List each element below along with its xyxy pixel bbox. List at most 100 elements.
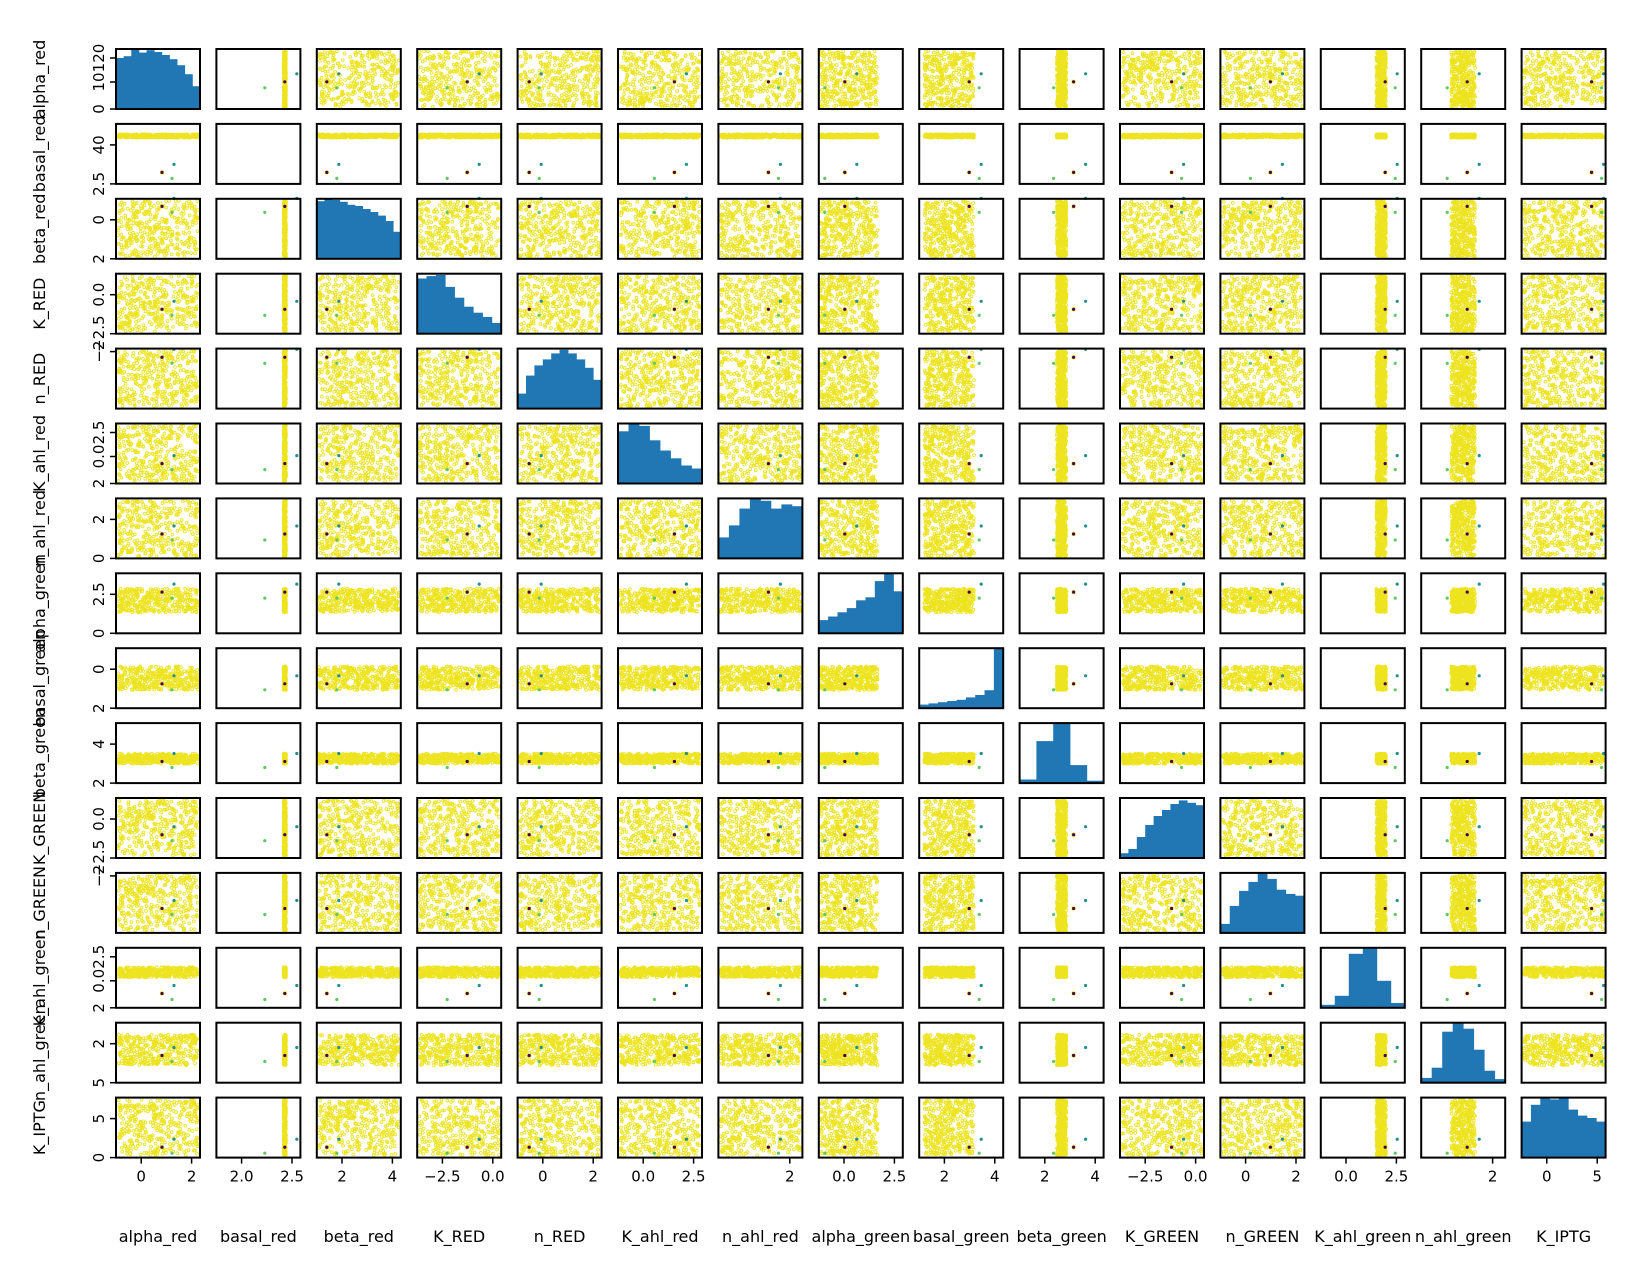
- highlight-point: [978, 362, 981, 365]
- highlight-point: [777, 468, 780, 471]
- highlight-point: [160, 171, 164, 175]
- highlight-point: [1394, 766, 1397, 769]
- scatter-points: [317, 499, 400, 558]
- highlight-point: [263, 538, 266, 541]
- highlight-point: [1072, 992, 1076, 996]
- highlight-point: [170, 362, 173, 365]
- highlight-point: [283, 992, 287, 996]
- highlight-point: [540, 454, 543, 457]
- panel-frame: [1321, 49, 1405, 109]
- highlight-point: [465, 205, 469, 209]
- highlight-point: [1052, 688, 1055, 691]
- panel-n_GREEN-vs-alpha_red: [116, 873, 200, 933]
- scatter-points: [619, 966, 702, 979]
- x-axis-label-K_GREEN: K_GREEN: [1125, 1227, 1199, 1247]
- panel-frame: [216, 948, 300, 1008]
- histogram-bar: [1531, 1105, 1541, 1158]
- highlight-point: [1396, 454, 1399, 457]
- panel-basal_green-vs-n_ahl_red: [718, 648, 802, 708]
- scatter-points: [1121, 966, 1204, 979]
- x-tick-label: 5: [1592, 1168, 1602, 1186]
- highlight-point: [1084, 674, 1087, 677]
- highlight-point: [263, 211, 266, 214]
- highlight-point: [1446, 998, 1449, 1001]
- scatter-points: [719, 966, 802, 979]
- y-tick-label: 2.5: [90, 582, 108, 606]
- scatter-points: [923, 424, 975, 483]
- scatter-points: [923, 50, 975, 109]
- panel-alpha_red-vs-alpha_red: [116, 49, 200, 109]
- panel-K_ahl_red-vs-K_ahl_red: [618, 424, 702, 484]
- scatter-points: [318, 50, 401, 109]
- highlight-point: [160, 1054, 164, 1058]
- x-axis-label-basal_green: basal_green: [913, 1227, 1010, 1247]
- panel-K_ahl_green-vs-K_RED: [417, 948, 501, 1008]
- panel-K_RED-vs-basal_green: [919, 274, 1003, 334]
- scatter-points: [1375, 1033, 1387, 1067]
- y-tick-label: 2: [90, 703, 108, 713]
- x-tick-label: −2.5: [1127, 1168, 1163, 1186]
- panel-n_RED-vs-K_ahl_red: [618, 348, 702, 409]
- highlight-point: [1478, 752, 1481, 755]
- histogram-bar: [847, 608, 857, 633]
- highlight-point: [673, 205, 677, 209]
- scatter-points: [1055, 133, 1067, 139]
- scatter-points: [317, 1099, 400, 1157]
- panel-n_ahl_green-vs-basal_green: [919, 1023, 1003, 1083]
- highlight-point: [1170, 307, 1174, 311]
- highlight-point: [1600, 839, 1603, 842]
- scatter-points: [619, 1033, 702, 1066]
- scatter-points: [117, 874, 200, 932]
- highlight-point: [527, 307, 531, 311]
- panel-frame: [1321, 498, 1405, 558]
- highlight-point: [1600, 177, 1603, 180]
- histogram-bar: [1239, 891, 1249, 933]
- panel-beta_red-vs-alpha_red: [116, 197, 200, 259]
- highlight-point: [283, 1145, 287, 1149]
- panel-beta_red-vs-n_RED: [518, 197, 602, 259]
- histogram-bar: [771, 509, 782, 559]
- highlight-point: [1180, 468, 1183, 471]
- highlight-point: [540, 163, 543, 166]
- x-tick-label: 0: [1241, 1168, 1251, 1186]
- highlight-point: [335, 538, 338, 541]
- histogram-bar: [1276, 890, 1286, 933]
- panel-K_GREEN-vs-beta_green: [1020, 798, 1104, 858]
- panel-K_RED-vs-K_ahl_red: [618, 274, 702, 334]
- highlight-point: [1394, 468, 1397, 471]
- histogram-bar: [1267, 879, 1277, 933]
- highlight-point: [538, 1152, 541, 1155]
- histogram-bar: [947, 701, 957, 708]
- highlight-point: [673, 307, 677, 311]
- highlight-point: [325, 532, 329, 536]
- scatter-points: [819, 799, 878, 858]
- panel-K_ahl_red-vs-beta_green: [1020, 424, 1104, 484]
- highlight-point: [1249, 597, 1252, 600]
- histogram-bar: [650, 440, 661, 483]
- panel-basal_green-vs-K_ahl_red: [618, 648, 702, 708]
- highlight-point: [1269, 80, 1273, 84]
- panel-K_IPTG-vs-K_RED: [417, 1098, 501, 1158]
- scatter-points: [923, 499, 975, 558]
- highlight-point: [1052, 314, 1055, 317]
- highlight-point: [855, 984, 858, 987]
- highlight-point: [325, 1054, 329, 1058]
- highlight-point: [1590, 171, 1594, 175]
- highlight-point: [160, 590, 164, 594]
- panel-alpha_red-vs-alpha_green: [819, 49, 903, 109]
- highlight-point: [283, 355, 287, 359]
- highlight-point: [1269, 355, 1273, 359]
- scatter-points: [1522, 274, 1605, 333]
- y-axis-label-K_IPTG: K_IPTG: [30, 1100, 50, 1155]
- highlight-point: [1281, 524, 1284, 527]
- panel-K_RED-vs-beta_green: [1020, 274, 1104, 334]
- y-axis-label-beta_red: beta_red: [30, 194, 50, 264]
- highlight-point: [1383, 307, 1387, 311]
- highlight-point: [777, 1152, 780, 1155]
- highlight-point: [1396, 72, 1399, 75]
- panel-beta_green-vs-alpha_red: [116, 723, 200, 783]
- highlight-point: [767, 355, 771, 359]
- highlight-point: [325, 992, 329, 996]
- scatter-points: [1222, 587, 1304, 613]
